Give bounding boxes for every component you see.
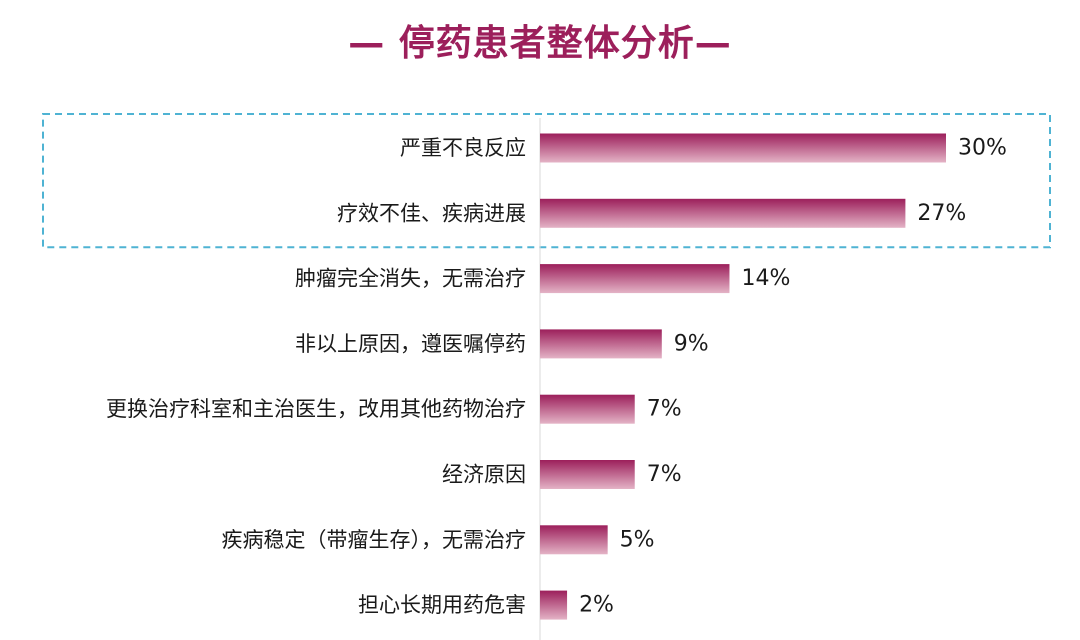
value-label: 30% [958,136,1007,161]
category-label: 担心长期用药危害 [358,593,526,617]
value-label: 7% [647,462,682,487]
chart-title: — 停药患者整体分析— [348,23,732,64]
category-label: 非以上原因，遵医嘱停药 [295,332,526,356]
bar [540,525,608,555]
category-label: 更换治疗科室和主治医生，改用其他药物治疗 [106,397,526,421]
category-label: 疗效不佳、疾病进展 [337,201,526,225]
bar [540,394,635,424]
bar [540,329,662,359]
bar [540,198,906,228]
value-label: 27% [917,201,966,226]
highlight-box [42,113,1051,249]
value-label: 5% [620,527,655,552]
bar [540,264,730,294]
category-label: 经济原因 [442,463,526,487]
bar [540,133,946,163]
value-label: 7% [647,397,682,422]
bar [540,590,568,620]
bar [540,460,635,489]
value-label: 9% [674,331,709,356]
value-label: 14% [741,266,790,291]
category-label: 肿瘤完全消失，无需治疗 [295,267,526,291]
category-label: 疾病稳定（带瘤生存），无需治疗 [222,528,527,552]
value-label: 2% [579,593,614,618]
category-label: 严重不良反应 [400,136,526,160]
